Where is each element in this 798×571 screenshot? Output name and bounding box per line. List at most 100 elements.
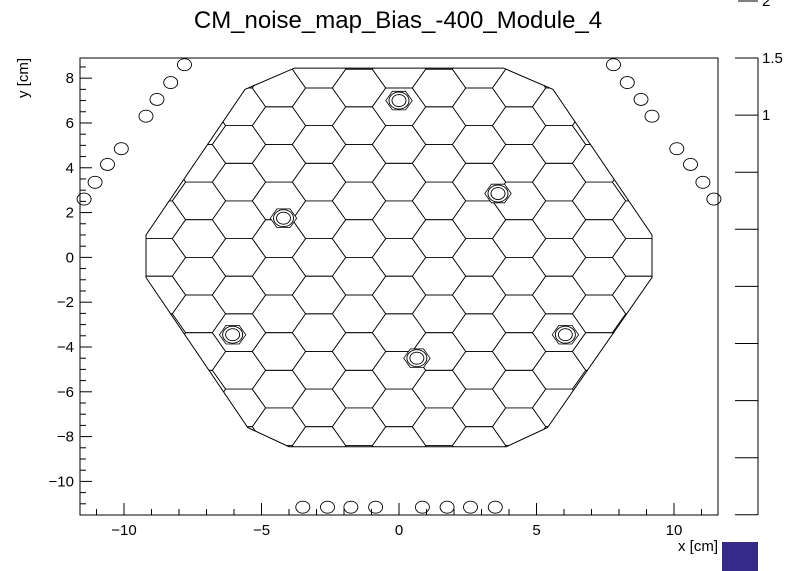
x-tick-label: −5	[253, 522, 270, 539]
hex-cell	[171, 181, 227, 221]
hex-cell	[531, 87, 587, 126]
hex-cell	[371, 238, 427, 277]
hex-cell	[491, 407, 547, 447]
hex-cell	[491, 144, 547, 183]
chart-title: CM_noise_map_Bias_-400_Module_4	[194, 7, 602, 34]
y-tick-label: 2	[66, 205, 74, 222]
hex-cell	[291, 388, 347, 428]
hex-cell	[451, 426, 507, 447]
y-tick-label: −4	[57, 339, 74, 356]
hex-cell	[211, 162, 267, 202]
hex-cell	[651, 68, 652, 70]
hex-cell	[531, 388, 587, 428]
outer-circle	[368, 500, 384, 514]
hex-cell	[491, 369, 547, 409]
hex-cell	[251, 369, 307, 409]
hex-cell	[52, 88, 105, 126]
hex-cell	[371, 125, 427, 164]
hex-cell	[692, 13, 745, 51]
outer-circle	[163, 76, 179, 90]
outer-circle	[706, 192, 722, 206]
hex-cell	[146, 351, 187, 390]
hex-cell	[571, 256, 627, 296]
hex-cell	[171, 144, 227, 183]
hex-cell	[251, 256, 307, 296]
hex-cell	[371, 275, 427, 315]
hex-cell	[331, 369, 387, 409]
hex-cell	[612, 13, 665, 51]
hex-cell	[531, 426, 587, 447]
hex-cell	[251, 332, 307, 371]
x-tick-label: 10	[666, 522, 683, 539]
hex-cell	[171, 407, 227, 447]
hex-cell	[251, 407, 307, 447]
colorbar-tick-label: 2	[762, 0, 770, 10]
hex-cell	[651, 256, 652, 296]
hex-cell	[451, 351, 507, 390]
hex-cell	[211, 68, 267, 89]
hex-cell	[146, 369, 147, 409]
hex-cell	[171, 332, 227, 371]
hex-cell	[692, 352, 745, 390]
hex-cell	[651, 181, 652, 221]
hex-cell	[651, 332, 652, 371]
hex-cell	[331, 144, 387, 183]
hex-cell	[651, 106, 652, 145]
y-tick-label: −8	[57, 429, 74, 446]
hex-cell	[531, 275, 587, 315]
calibration-cell	[385, 90, 413, 111]
hex-cell	[411, 445, 467, 447]
hex-cell	[692, 50, 745, 88]
hex-cell	[291, 351, 347, 390]
hex-cell	[411, 256, 467, 296]
y-axis-label: y [cm]	[15, 58, 32, 98]
hex-cell	[611, 275, 652, 315]
hex-cell	[451, 87, 507, 126]
hex-cell	[571, 369, 627, 409]
hex-cell	[171, 256, 227, 296]
outer-circle	[100, 157, 115, 171]
hex-cell	[211, 388, 267, 428]
colorbar-tick-label: 1.5	[762, 50, 783, 67]
hex-cell	[331, 106, 387, 145]
hex-cell	[146, 313, 187, 352]
hex-cell	[651, 445, 652, 447]
hex-cell	[451, 313, 507, 352]
hexagon-cells	[52, 0, 745, 502]
hex-cell	[692, 427, 745, 465]
hex-cell	[371, 68, 427, 89]
outer-circle	[149, 92, 165, 106]
hex-cell	[146, 256, 147, 296]
hex-cell	[692, 88, 745, 126]
hex-cell	[146, 125, 187, 164]
calibration-cell	[218, 324, 247, 345]
hex-cell	[146, 200, 187, 240]
y-tick-label: 8	[66, 70, 74, 87]
hex-cell	[331, 407, 387, 447]
calibration-cell	[484, 183, 512, 204]
hex-cell	[132, 464, 185, 502]
y-tick-label: 0	[66, 249, 74, 266]
hex-cell	[532, 464, 585, 502]
hex-cell	[611, 426, 652, 447]
outer-circle	[439, 500, 455, 514]
hex-cell	[52, 126, 105, 164]
hex-cell	[372, 464, 425, 502]
x-axis-label: x [cm]	[678, 538, 718, 555]
outer-circle	[487, 500, 503, 514]
outer-circle	[669, 142, 685, 156]
hex-cell	[146, 332, 147, 371]
hex-cell	[146, 238, 187, 277]
hex-cell	[331, 256, 387, 296]
hex-cell	[146, 275, 187, 315]
calibration-cells	[218, 90, 580, 368]
hex-cell	[571, 445, 627, 447]
hex-cell	[371, 426, 427, 447]
y-tick-label: −6	[57, 384, 74, 401]
hex-cell	[291, 162, 347, 202]
outer-circle	[695, 175, 711, 189]
hex-cell	[146, 426, 187, 447]
hex-cell	[92, 0, 145, 32]
x-axis: −10 −5 0 5 10	[96, 503, 702, 539]
